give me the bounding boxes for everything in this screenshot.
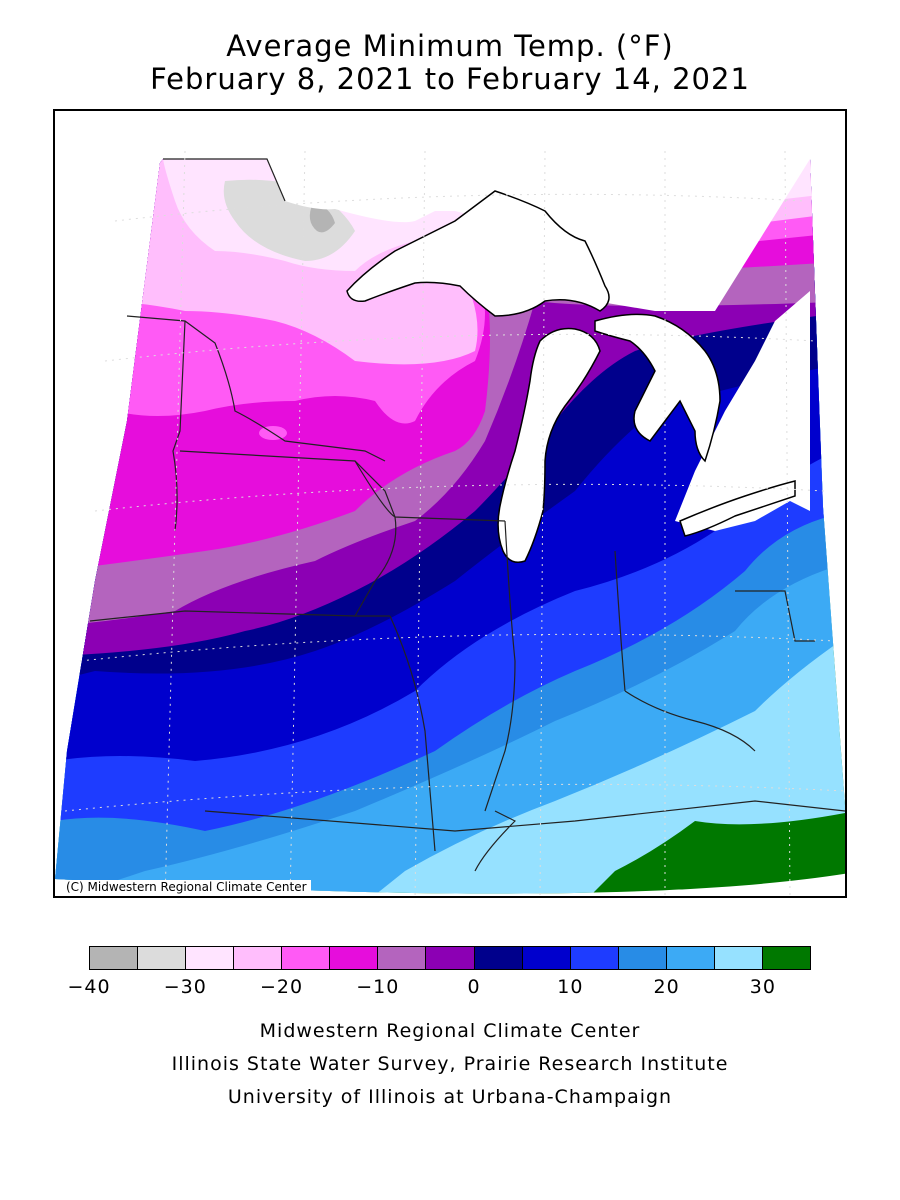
legend-tick-label: −20 [259, 976, 304, 998]
legend-swatch [330, 947, 379, 969]
legend-swatch [474, 947, 523, 969]
lake-michigan [497, 327, 601, 563]
color-legend [89, 946, 811, 970]
copyright-label: (C) Midwestern Regional Climate Center [62, 880, 311, 895]
lat-lon-grid [64, 150, 845, 896]
ia-mn-border [179, 450, 506, 522]
legend-bar [89, 946, 811, 970]
legend-swatch [618, 947, 667, 969]
credit-line-1: Midwestern Regional Climate Center [259, 1020, 641, 1042]
legend-tick-label: 0 [467, 976, 481, 998]
legend-tick-label: 10 [557, 976, 584, 998]
canada-region [163, 159, 810, 311]
ia-mo-border [89, 610, 390, 622]
legend-swatch [378, 947, 427, 969]
legend-swatch [426, 947, 475, 969]
lake-superior [346, 190, 610, 317]
legend-tick-label: −10 [356, 976, 400, 998]
lake-huron [594, 313, 721, 463]
in-oh-border [614, 550, 626, 692]
legend-tick-label: −30 [163, 976, 207, 998]
lake-erie [679, 480, 796, 537]
credit-line-2: Illinois State Water Survey, Prairie Res… [171, 1053, 729, 1075]
mn-border-south [126, 315, 386, 462]
band-minus40-minus35 [309, 203, 335, 233]
oh-pa-border [735, 590, 815, 642]
ontario-region [675, 159, 810, 531]
canada-border [163, 158, 286, 202]
legend-swatch [522, 947, 571, 969]
legend-tick-label: −40 [67, 976, 111, 998]
legend-swatch [282, 947, 331, 969]
il-in-border [484, 520, 516, 812]
legend-swatch [234, 947, 283, 969]
mn-west-border [172, 320, 186, 532]
mo-ar-tn-border [204, 800, 845, 832]
ia-il-border [354, 460, 397, 617]
mississippi-river [474, 810, 517, 872]
legend-swatch [762, 947, 810, 969]
legend-swatch [138, 947, 187, 969]
map-date-range: February 8, 2021 to February 14, 2021 [150, 62, 750, 96]
map-title: Average Minimum Temp. (°F) [226, 29, 674, 63]
legend-tick-label: 30 [749, 976, 776, 998]
legend-swatch [90, 947, 139, 969]
temperature-map [55, 150, 845, 896]
legend-tick-label: 20 [653, 976, 680, 998]
legend-swatch [186, 947, 235, 969]
legend-swatch [714, 947, 763, 969]
legend-swatch [570, 947, 619, 969]
mo-il-border [389, 615, 436, 852]
oh-river-border [624, 690, 756, 752]
credit-line-3: University of Illinois at Urbana-Champai… [227, 1086, 673, 1108]
state-boundaries [89, 158, 845, 872]
legend-swatch [666, 947, 715, 969]
map-panel [53, 109, 847, 898]
